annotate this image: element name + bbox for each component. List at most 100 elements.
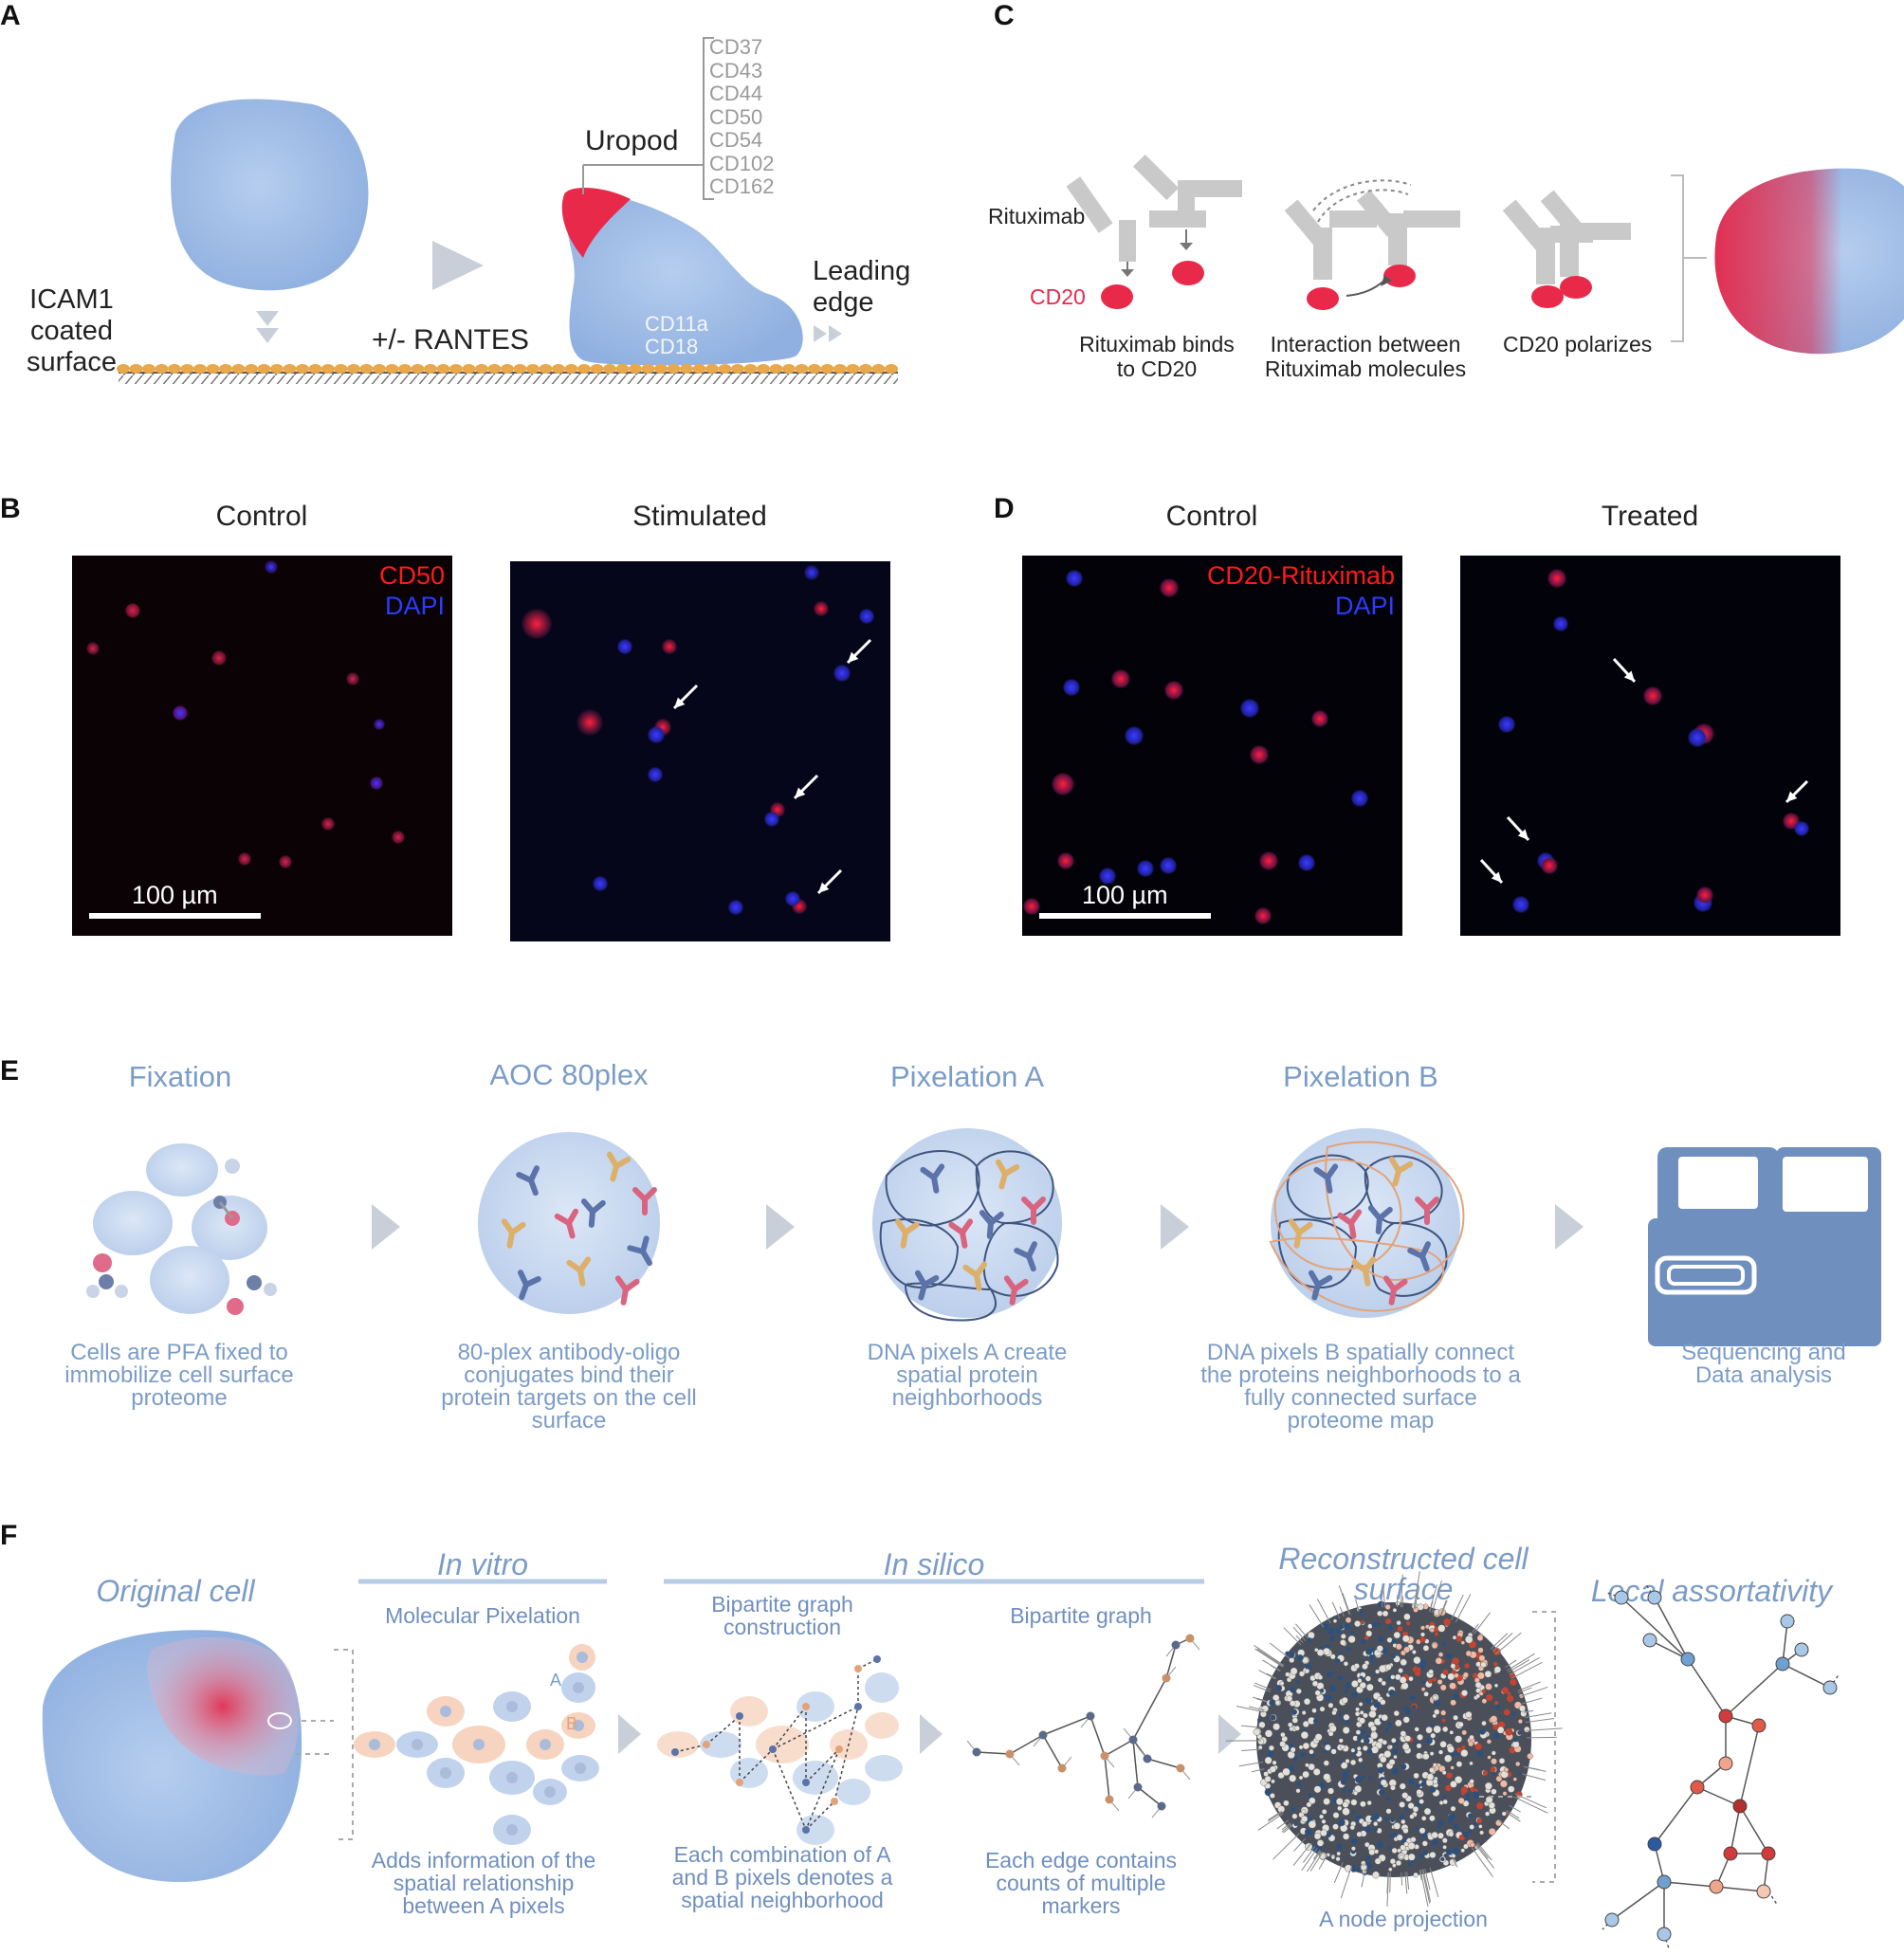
fluorescent-cell (125, 603, 140, 618)
fluorescent-cell (662, 639, 677, 654)
fluorescent-cell (86, 642, 100, 655)
d-control-title: Control (1165, 501, 1258, 532)
antibody-2 (1132, 154, 1242, 228)
fixation-cells (86, 1143, 277, 1315)
cd20-1 (1101, 284, 1133, 309)
fluorescent-cell (1298, 854, 1315, 871)
fluorescent-cell (764, 812, 779, 827)
fluorescent-cell (211, 650, 227, 666)
e-caption-aoc: 80-plex antibody-oligo conjugates bind t… (441, 1340, 697, 1434)
fluorescent-cell (1160, 578, 1179, 597)
migrating-cell (566, 193, 803, 366)
b-stimulated-title: Stimulated (632, 501, 767, 532)
micrograph-b-control: CD50 DAPI 100 µm (72, 556, 452, 936)
pixel-a-label: A (550, 1671, 562, 1690)
fluorescent-cell (1688, 728, 1707, 747)
panel-a-graphics (117, 37, 898, 384)
fluorescent-cell (1311, 710, 1328, 727)
bipartite-construction-drawing (657, 1655, 903, 1845)
pixb-cell (1271, 1128, 1460, 1318)
fluorescent-cell (173, 705, 188, 721)
cell-marker-labels: CD11a CD18 (645, 312, 708, 358)
fluorescent-cell (593, 876, 608, 891)
fluorescent-cell (1259, 851, 1278, 870)
e-title-fixation: Fixation (128, 1060, 232, 1093)
e-caption-pixa: DNA pixels A create spatial protein neig… (867, 1340, 1068, 1411)
fluorescent-cell (785, 891, 800, 906)
sequencer-icon (1648, 1147, 1881, 1346)
e-arrow-4 (1555, 1204, 1584, 1250)
fluorescent-cell (1794, 821, 1809, 836)
legend-dapi: DAPI (384, 592, 445, 620)
e-title-pixb: Pixelation B (1283, 1060, 1438, 1093)
fluorescent-cell (1254, 907, 1272, 924)
fluorescent-cell (392, 831, 405, 844)
f-arrow-3 (1218, 1714, 1241, 1754)
panel-f-graphics (42, 1571, 1840, 1949)
f-arrow-1 (618, 1714, 641, 1754)
panel-letter-c: C (994, 0, 1015, 31)
b-control-title: Control (215, 501, 308, 532)
fluorescent-cell (1553, 616, 1568, 631)
fluorescent-cell (1643, 686, 1662, 705)
fluorescent-cell (1498, 716, 1515, 733)
legend-cd50: CD50 (378, 561, 445, 590)
micrograph-d-control: CD20-Rituximab DAPI 100 µm (1022, 556, 1402, 936)
fluorescent-cell (648, 726, 665, 743)
round-cell (171, 99, 369, 291)
fluorescent-cell (728, 900, 743, 915)
panel-e-graphics (86, 1128, 1881, 1346)
panel-letter-e: E (0, 1055, 20, 1087)
assortativity-graph (1602, 1582, 1840, 1949)
fluorescent-cell (238, 852, 251, 866)
fluorescent-cell (1240, 699, 1259, 718)
fluorescent-cell (1160, 857, 1177, 874)
cd20-2 (1172, 261, 1204, 285)
step2-caption: Interaction between Rituximab molecules (1264, 332, 1467, 381)
micrograph-d-treated (1460, 556, 1840, 936)
panel-letter-b: B (0, 493, 21, 524)
step1-caption: Rituximab binds to CD20 (1079, 332, 1235, 381)
fluorescent-cell (1351, 790, 1368, 807)
f-node-projection: A node projection (1319, 1907, 1488, 1931)
fluorescent-cell (370, 777, 383, 790)
fluorescent-cell (1125, 726, 1144, 745)
f-caption-2: Each combination of A and B pixels denot… (671, 1842, 893, 1912)
panel-letter-f: F (0, 1520, 18, 1551)
scale-label-d: 100 µm (1082, 881, 1168, 909)
fluorescent-cell (804, 565, 819, 580)
fluorescent-cell (577, 709, 603, 736)
fluorescent-cell (1063, 679, 1080, 696)
reconstructed-sphere (1225, 1571, 1563, 1908)
down-chevron (256, 311, 279, 326)
f-original-cell-title: Original cell (96, 1574, 255, 1608)
uropod-label: Uropod (585, 125, 679, 156)
legend-cd20: CD20-Rituximab (1206, 561, 1395, 590)
leading-edge-label: Leading edge (813, 256, 911, 318)
fluorescent-cell (374, 719, 385, 730)
e-arrow-1 (372, 1204, 400, 1250)
rantes-label: +/- RANTES (372, 324, 529, 356)
rituximab-label: Rituximab (988, 204, 1086, 228)
fluorescent-cell (1696, 886, 1713, 904)
fluorescent-cell (1250, 745, 1269, 764)
fluorescent-cell (1512, 896, 1529, 913)
fluorescent-cell (1052, 773, 1074, 795)
fluorescent-cell (1023, 898, 1040, 915)
panel-c-graphics (1066, 154, 1904, 355)
pixel-b-label: B (566, 1714, 578, 1733)
f-bipartite-graph: Bipartite graph (1010, 1603, 1152, 1628)
fluorescent-cell (814, 601, 829, 616)
fluorescent-cell (522, 609, 552, 639)
bipartite-graph-drawing (966, 1634, 1200, 1818)
fluorescent-cell (617, 639, 632, 654)
e-caption-pixb: DNA pixels B spatially connect the prote… (1200, 1340, 1521, 1434)
f-molecular-pixelation: Molecular Pixelation (385, 1603, 580, 1628)
fluorescent-cell (279, 855, 292, 868)
fluorescent-cell (1111, 669, 1130, 688)
e-title-aoc: AOC 80plex (489, 1058, 649, 1091)
surface-label: ICAM1 coated surface (26, 284, 118, 377)
e-arrow-2 (766, 1204, 795, 1250)
panel-letter-d: D (994, 493, 1015, 524)
scale-label: 100 µm (132, 881, 218, 909)
